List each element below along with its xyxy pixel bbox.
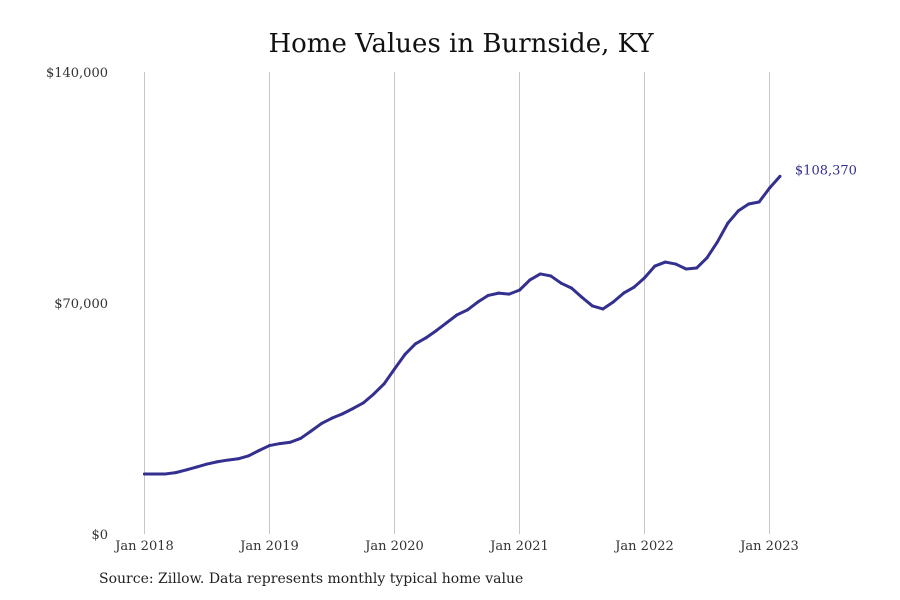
data-point <box>736 209 740 213</box>
data-point <box>403 352 407 356</box>
data-point <box>559 281 563 285</box>
data-point <box>247 454 251 458</box>
data-point <box>413 342 417 346</box>
data-point <box>184 468 188 472</box>
data-point <box>726 221 730 225</box>
x-tick-label: Jan 2020 <box>363 539 424 554</box>
data-point <box>226 458 230 462</box>
data-point <box>205 462 209 466</box>
data-point <box>486 293 490 297</box>
data-point <box>163 472 167 476</box>
data-point <box>153 472 157 476</box>
data-point <box>372 392 376 396</box>
data-point <box>424 336 428 340</box>
data-point <box>653 264 657 268</box>
data-point <box>768 186 771 190</box>
data-point <box>684 267 688 271</box>
x-tick-label: Jan 2023 <box>738 539 799 554</box>
data-point <box>393 367 396 371</box>
y-tick-label: $70,000 <box>54 297 108 312</box>
data-point <box>174 471 178 475</box>
data-point <box>611 300 615 304</box>
data-point <box>622 291 626 295</box>
data-point <box>288 440 292 444</box>
data-point <box>143 472 146 476</box>
source-note: Source: Zillow. Data represents monthly … <box>99 571 524 587</box>
gridlines <box>144 72 770 534</box>
data-point <box>580 295 584 299</box>
y-tick-label: $140,000 <box>46 66 108 81</box>
data-point <box>330 416 334 420</box>
data-point <box>747 202 751 206</box>
data-point <box>278 442 282 446</box>
data-point <box>715 240 719 244</box>
x-tick-label: Jan 2018 <box>113 539 174 554</box>
data-point <box>570 286 574 290</box>
data-point <box>518 288 521 292</box>
x-tick-label: Jan 2019 <box>238 539 299 554</box>
data-point <box>663 260 667 264</box>
data-point <box>309 429 313 433</box>
data-point <box>590 304 594 308</box>
chart-title: Home Values in Burnside, KY <box>268 29 654 59</box>
data-point <box>643 276 646 280</box>
data-point <box>757 200 761 204</box>
data-point <box>340 412 344 416</box>
data-point <box>528 278 532 282</box>
data-point <box>601 307 605 311</box>
data-point <box>299 436 303 440</box>
data-point <box>497 291 501 295</box>
data-point <box>695 266 699 270</box>
data-point <box>507 292 511 296</box>
data-point <box>538 272 542 276</box>
data-point <box>778 174 782 178</box>
data-point <box>361 401 365 405</box>
data-point <box>320 421 324 425</box>
data-point <box>705 256 709 260</box>
y-axis-ticks: $0 $70,000 $140,000 <box>46 66 108 543</box>
data-point <box>549 274 553 278</box>
x-tick-label: Jan 2021 <box>488 539 549 554</box>
data-point <box>351 407 355 411</box>
data-point <box>195 465 199 469</box>
data-point <box>476 300 480 304</box>
data-point <box>434 329 438 333</box>
data-point <box>215 460 219 464</box>
data-point <box>465 308 469 312</box>
latest-value-label: $108,370 <box>795 163 857 178</box>
x-tick-label: Jan 2022 <box>613 539 674 554</box>
data-point <box>382 382 386 386</box>
data-point <box>236 457 240 461</box>
y-tick-label: $0 <box>91 528 108 543</box>
data-point <box>632 285 636 289</box>
data-point <box>257 449 261 453</box>
data-points <box>143 174 782 476</box>
x-axis-ticks: Jan 2018 Jan 2019 Jan 2020 Jan 2021 Jan 2022… <box>113 539 799 554</box>
data-point <box>455 313 459 317</box>
data-point <box>445 321 449 325</box>
data-point <box>268 444 271 448</box>
home-value-line <box>143 174 782 476</box>
data-point <box>674 262 678 266</box>
